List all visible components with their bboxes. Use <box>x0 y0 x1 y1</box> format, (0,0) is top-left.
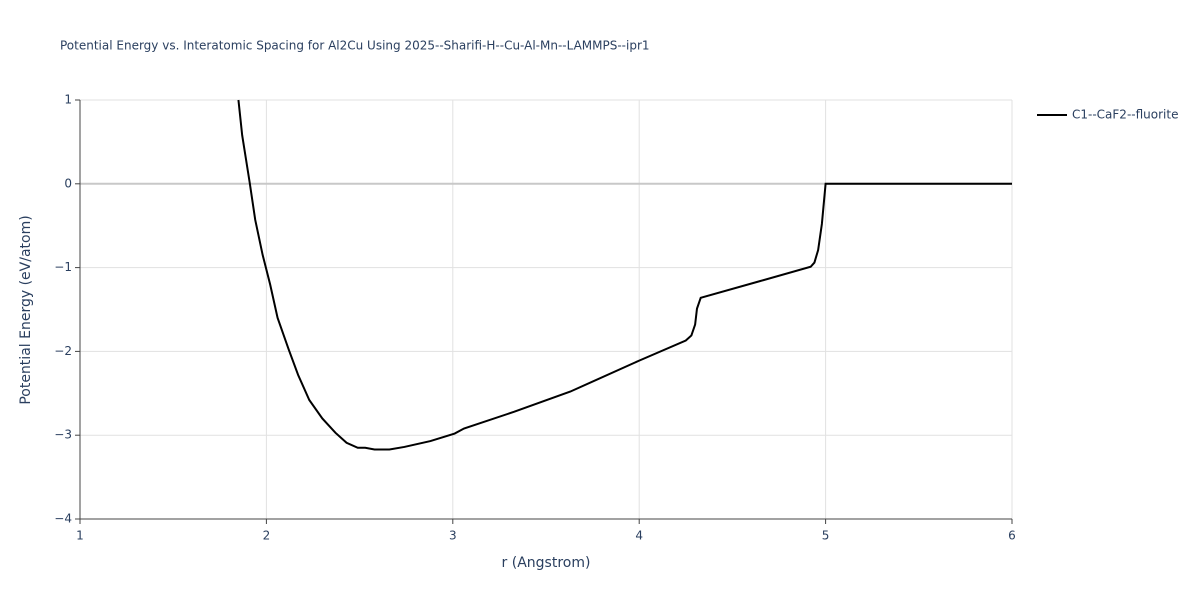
x-axis-title: r (Angstrom) <box>502 555 591 571</box>
x-tick-label: 4 <box>635 529 643 543</box>
y-tick-label: 0 <box>64 176 72 190</box>
y-tick-label: 1 <box>64 93 72 107</box>
y-tick-label: −3 <box>54 428 72 442</box>
x-tick-label: 2 <box>263 529 271 543</box>
data-line <box>237 99 1012 451</box>
x-tick-label: 5 <box>822 529 830 543</box>
x-tick-label: 3 <box>449 529 457 543</box>
x-tick-label: 1 <box>76 529 84 543</box>
y-axis-title: Potential Energy (eV/atom) <box>18 215 34 404</box>
y-tick-label: −1 <box>54 260 72 274</box>
x-tick-label: 6 <box>1008 529 1016 543</box>
y-tick-label: −4 <box>54 512 72 526</box>
y-tick-label: −2 <box>54 344 72 358</box>
legend-label: C1--CaF2--fluorite <box>1072 108 1178 122</box>
chart-title: Potential Energy vs. Interatomic Spacing… <box>60 39 650 53</box>
